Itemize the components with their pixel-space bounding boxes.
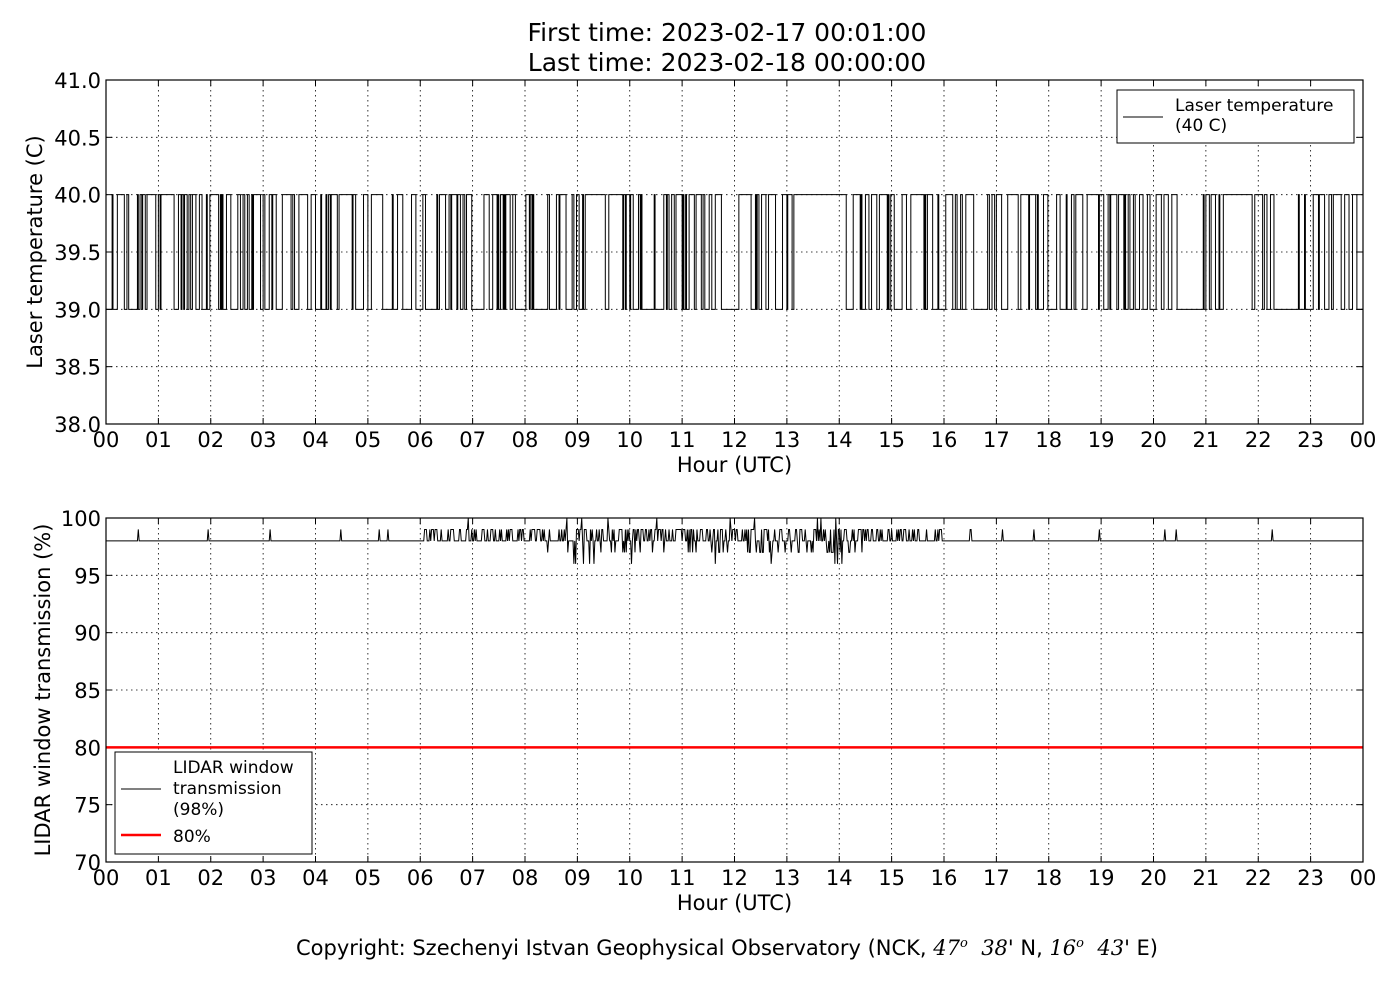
x-tick-label: 15 — [878, 428, 905, 452]
x-tick-label: 05 — [355, 866, 382, 890]
x-tick-label: 17 — [983, 428, 1010, 452]
legend-label-lidar: (98%) — [173, 800, 224, 820]
x-tick-label: 22 — [1245, 428, 1272, 452]
lidar-transmission-panel: 00 01 02 03 04 05 06 07 08 09 10 11 12 13 14 15 16 17 18 19… — [31, 507, 1376, 915]
y-tick-label: 40.5 — [54, 126, 101, 150]
copyright-prefix: Copyright: Szechenyi Istvan Geophysical … — [295, 936, 934, 960]
x-tick-label: 09 — [564, 866, 591, 890]
legend-label-laser-temperature: (40 C) — [1175, 116, 1227, 136]
x-tick-label: 05 — [355, 428, 382, 452]
x-tick-label: 03 — [250, 866, 277, 890]
x-tick-label: 20 — [1140, 866, 1167, 890]
plot-frame — [105, 79, 1364, 425]
x-tick-label: 02 — [197, 428, 224, 452]
legend-frame — [114, 751, 313, 855]
x-tick-label: 00 — [1350, 866, 1377, 890]
x-tick-label: 17 — [983, 866, 1010, 890]
x-tick-label: 19 — [1088, 428, 1115, 452]
x-tick-label: 06 — [407, 866, 434, 890]
legend-label-lidar: transmission — [173, 779, 282, 799]
x-tick-label: 11 — [669, 866, 696, 890]
lat-minutes: 38 — [981, 936, 1008, 960]
legend: Laser temperature(40 C) — [1116, 89, 1355, 144]
lat-degrees: 47 — [933, 936, 960, 960]
x-tick-label: 13 — [774, 866, 801, 890]
lon-suffix: ' E) — [1124, 936, 1159, 960]
plot-frame — [105, 517, 1364, 863]
x-tick-label: 06 — [407, 428, 434, 452]
x-tick-label: 20 — [1140, 428, 1167, 452]
x-tick-label: 21 — [1193, 866, 1220, 890]
laser-temperature-panel: 00 01 02 03 04 05 06 07 08 09 10 11 12 13 14 15 16 17 18 19… — [23, 69, 1376, 477]
y-tick-label: 38.5 — [54, 356, 101, 380]
lon-degree-sign: o — [1076, 936, 1084, 951]
chart-title-line-1: First time: 2023-02-17 00:01:00 — [527, 18, 927, 47]
legend-label-laser-temperature: Laser temperature — [1175, 96, 1333, 116]
y-tick-label: 38.0 — [54, 413, 101, 437]
x-axis-label: Hour (UTC) — [677, 453, 792, 477]
x-tick-label: 13 — [774, 428, 801, 452]
x-tick-label: 23 — [1297, 866, 1324, 890]
x-tick-label: 00 — [1350, 428, 1377, 452]
chart-title-line-2: Last time: 2023-02-18 00:00:00 — [527, 48, 927, 77]
y-tick-label: 95 — [74, 564, 101, 588]
lon-degrees: 16 — [1049, 936, 1077, 960]
x-tick-label: 00 — [93, 866, 120, 890]
x-tick-label: 01 — [145, 428, 172, 452]
x-tick-label: 16 — [931, 428, 958, 452]
lon-minutes: 43 — [1097, 936, 1125, 960]
x-tick-label: 19 — [1088, 866, 1115, 890]
x-tick-label: 12 — [721, 866, 748, 890]
y-tick-label: 80 — [74, 736, 101, 760]
x-tick-label: 02 — [197, 866, 224, 890]
series-laser-temperature — [106, 194, 1363, 310]
y-tick-label: 70 — [74, 851, 101, 875]
x-tick-label: 08 — [512, 866, 539, 890]
y-axis-label: LIDAR window transmission (%) — [31, 524, 55, 857]
x-axis-label: Hour (UTC) — [677, 891, 792, 915]
y-tick-label: 39.5 — [54, 241, 101, 265]
legend-label-lidar: LIDAR window — [173, 758, 294, 778]
y-tick-label: 100 — [61, 507, 101, 531]
copyright-footer: Copyright: Szechenyi Istvan Geophysical … — [0, 936, 1400, 960]
x-tick-label: 10 — [616, 428, 643, 452]
x-tick-label: 18 — [1035, 428, 1062, 452]
y-tick-label: 90 — [74, 622, 101, 646]
x-tick-label: 14 — [826, 866, 853, 890]
x-tick-label: 18 — [1035, 866, 1062, 890]
x-tick-label: 15 — [878, 866, 905, 890]
y-tick-label: 39.0 — [54, 298, 101, 322]
lat-suffix: ' N, — [1007, 936, 1050, 960]
x-tick-label: 16 — [931, 866, 958, 890]
x-tick-label: 11 — [669, 428, 696, 452]
x-tick-label: 01 — [145, 866, 172, 890]
legend-label-80-percent: 80% — [173, 827, 211, 847]
lat-degree-sign: o — [960, 936, 968, 951]
y-tick-label: 41.0 — [54, 69, 101, 93]
y-tick-label: 85 — [74, 679, 101, 703]
y-tick-label: 75 — [74, 794, 101, 818]
x-tick-label: 22 — [1245, 866, 1272, 890]
x-tick-label: 00 — [93, 428, 120, 452]
x-tick-label: 21 — [1193, 428, 1220, 452]
x-tick-label: 14 — [826, 428, 853, 452]
x-tick-label: 08 — [512, 428, 539, 452]
x-tick-label: 07 — [459, 428, 486, 452]
x-tick-label: 12 — [721, 428, 748, 452]
x-tick-label: 10 — [616, 866, 643, 890]
x-tick-label: 03 — [250, 428, 277, 452]
x-tick-label: 04 — [302, 428, 329, 452]
x-tick-label: 23 — [1297, 428, 1324, 452]
x-tick-label: 09 — [564, 428, 591, 452]
y-tick-label: 40.0 — [54, 184, 101, 208]
series-lidar-window-transmission — [106, 517, 1363, 564]
y-axis-label: Laser temperature (C) — [23, 135, 47, 368]
x-tick-label: 07 — [459, 866, 486, 890]
x-tick-label: 04 — [302, 866, 329, 890]
